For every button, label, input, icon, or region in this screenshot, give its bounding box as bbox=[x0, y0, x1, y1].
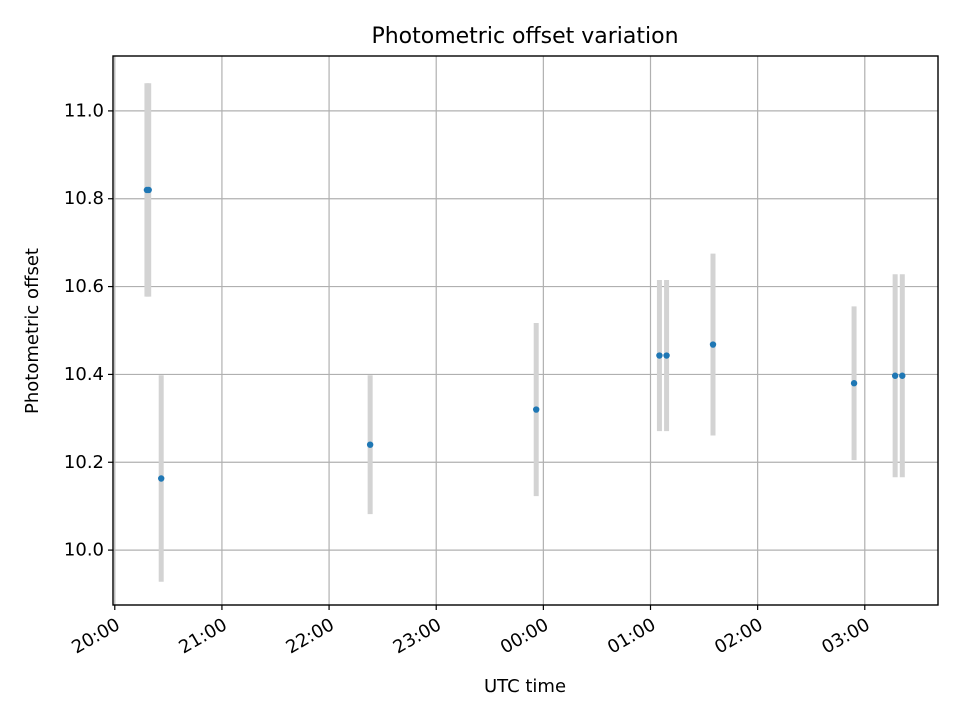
x-tick-label: 03:00 bbox=[818, 614, 873, 658]
x-tick-label: 02:00 bbox=[711, 614, 766, 658]
data-point bbox=[899, 372, 906, 379]
data-point bbox=[663, 352, 670, 359]
y-tick-label: 10.6 bbox=[64, 276, 104, 297]
x-axis-label: UTC time bbox=[484, 676, 566, 697]
data-point bbox=[366, 441, 374, 448]
plot-area bbox=[143, 83, 906, 582]
x-tick-label: 22:00 bbox=[283, 614, 338, 658]
y-tick-label: 10.2 bbox=[64, 452, 104, 473]
data-point bbox=[850, 380, 858, 387]
data-point bbox=[533, 406, 540, 413]
y-axis-label: Photometric offset bbox=[22, 248, 43, 414]
data-point bbox=[158, 475, 165, 482]
y-tick-label: 11.0 bbox=[64, 100, 104, 121]
grid bbox=[113, 56, 938, 605]
x-tick-label: 20:00 bbox=[68, 614, 123, 658]
x-tick-label: 00:00 bbox=[497, 614, 552, 658]
y-tick-label: 10.8 bbox=[64, 188, 104, 209]
chart-title: Photometric offset variation bbox=[371, 24, 678, 49]
axes-frame bbox=[112, 55, 939, 606]
axis-ticks: 20:00 21:00 22:00 23:00 00:00 01:00 02:00 03:00… bbox=[64, 100, 874, 658]
data-point bbox=[656, 352, 663, 359]
data-point bbox=[891, 372, 899, 379]
x-tick-label: 21:00 bbox=[175, 614, 230, 658]
x-tick-label: 23:00 bbox=[390, 614, 445, 658]
y-tick-label: 10.4 bbox=[64, 364, 104, 385]
data-point bbox=[709, 341, 717, 348]
data-point bbox=[145, 186, 152, 194]
y-tick-label: 10.0 bbox=[64, 540, 104, 561]
x-tick-label: 01:00 bbox=[604, 614, 659, 658]
